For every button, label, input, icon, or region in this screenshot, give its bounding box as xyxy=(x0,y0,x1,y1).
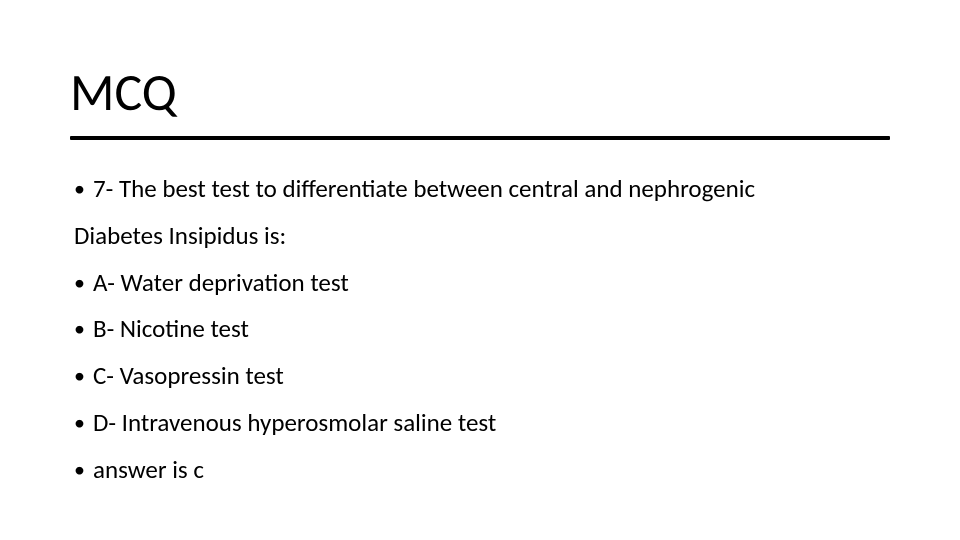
line-text: answer is c xyxy=(93,451,204,490)
bullet-line: • C- Vasopressin test xyxy=(74,357,890,396)
bullet-icon: • xyxy=(74,170,85,207)
line-text: A- Water deprivation test xyxy=(93,264,349,303)
line-text: Diabetes Insipidus is: xyxy=(74,220,286,251)
continuation-line: Diabetes Insipidus is: xyxy=(74,217,890,256)
slide-container: MCQ • 7- The best test to differentiate … xyxy=(0,0,960,540)
slide-title: MCQ xyxy=(70,60,890,124)
bullet-icon: • xyxy=(74,404,85,441)
line-text: 7- The best test to differentiate betwee… xyxy=(93,170,755,209)
slide-body: • 7- The best test to differentiate betw… xyxy=(70,170,890,489)
bullet-icon: • xyxy=(74,310,85,347)
bullet-line: • 7- The best test to differentiate betw… xyxy=(74,170,890,209)
bullet-icon: • xyxy=(74,264,85,301)
bullet-line: • A- Water deprivation test xyxy=(74,264,890,303)
bullet-line: • D- Intravenous hyperosmolar saline tes… xyxy=(74,404,890,443)
line-text: B- Nicotine test xyxy=(93,310,249,349)
bullet-icon: • xyxy=(74,357,85,394)
line-text: D- Intravenous hyperosmolar saline test xyxy=(93,404,496,443)
bullet-line: • answer is c xyxy=(74,451,890,490)
line-text: C- Vasopressin test xyxy=(93,357,284,396)
bullet-line: • B- Nicotine test xyxy=(74,310,890,349)
bullet-icon: • xyxy=(74,451,85,488)
title-underline xyxy=(70,136,890,140)
